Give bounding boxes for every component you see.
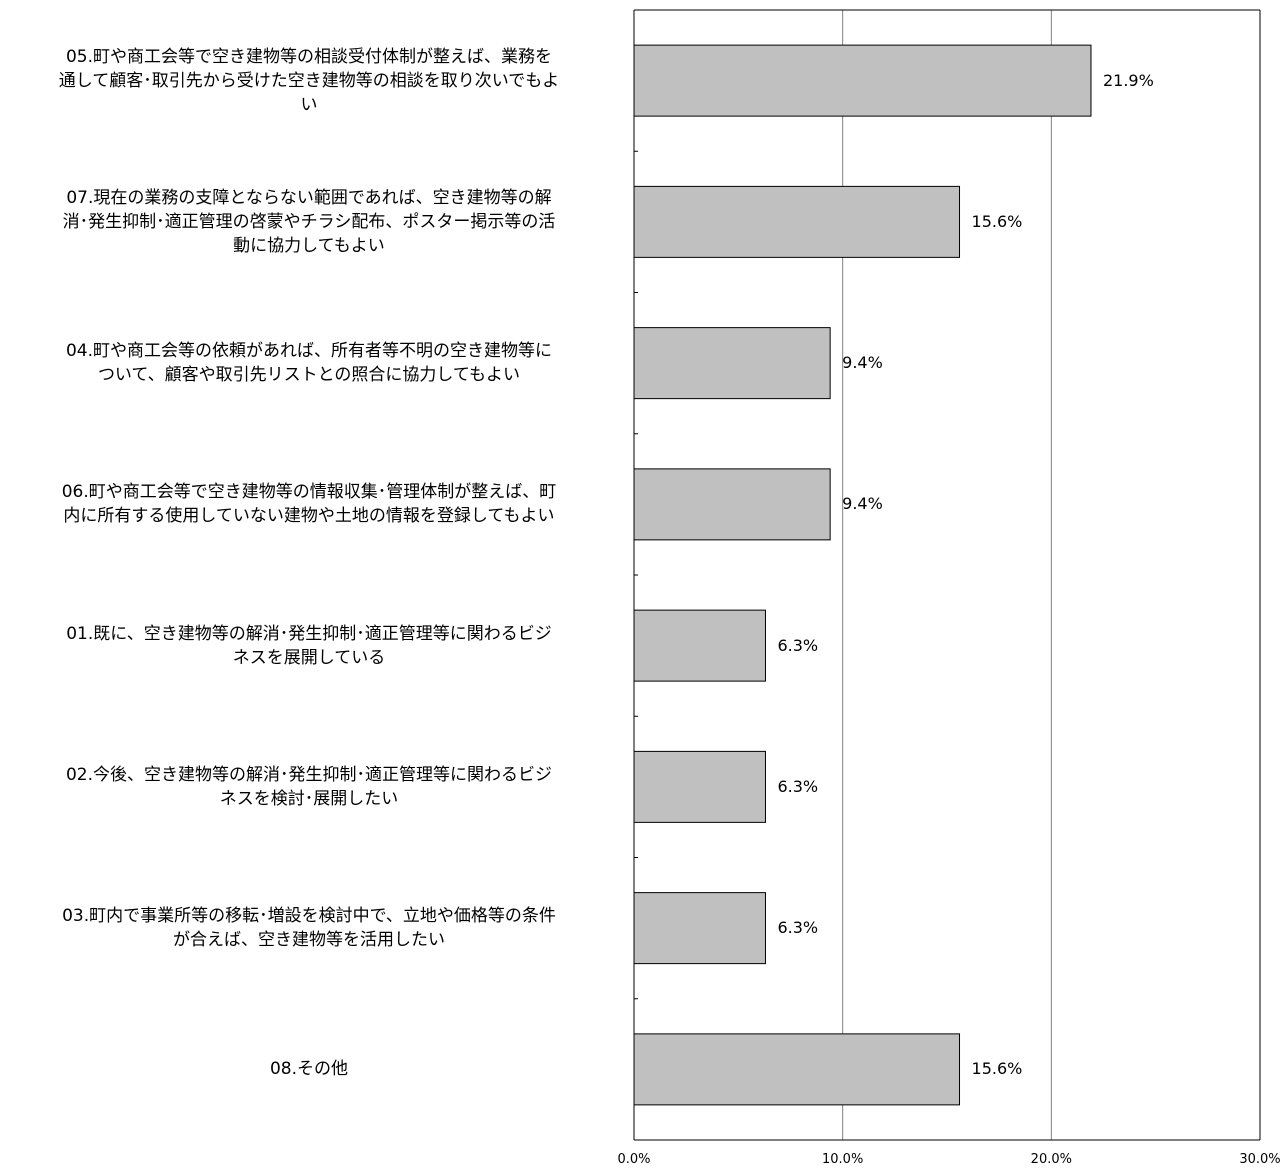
category-label-line: 05.町や商工会等で空き建物等の相談受付体制が整えば、業務を [65, 46, 553, 67]
category-label-line: 02.今後、空き建物等の解消･発生抑制･適正管理等に関わるビジ [65, 764, 553, 785]
category-label-line: 07.現在の業務の支障とならない範囲であれば、空き建物等の解 [66, 187, 552, 208]
data-label: 21.9% [1102, 70, 1154, 90]
axes [633, 9, 1261, 1141]
data-label: 6.3% [777, 918, 819, 938]
data-label: 9.4% [842, 494, 883, 514]
x-tick-label: 0.0% [617, 1152, 651, 1167]
x-tick-label: 10.0% [822, 1152, 864, 1167]
category-label-line: 03.町内で事業所等の移転･増設を検討中で、立地や価格等の条件 [62, 906, 556, 927]
x-tick-label: 30.0% [1239, 1152, 1281, 1167]
data-label: 15.6% [971, 211, 1023, 231]
data-label: 6.3% [777, 635, 819, 655]
category-label-line: い [300, 94, 318, 115]
category-label: 04.町や商工会等の依頼があれば、所有者等不明の空き建物等に ついて、顧客や取引先… [0, 339, 618, 387]
bar [633, 327, 831, 400]
category-label: 06.町や商工会等で空き建物等の情報収集･管理体制が整えば、町 内に所有する使用し… [0, 480, 618, 528]
category-label-line: ネスを展開している [232, 647, 386, 668]
bar [633, 892, 766, 965]
category-label: 05.町や商工会等で空き建物等の相談受付体制が整えば、業務を 通して顧客･取引先か… [0, 45, 618, 117]
category-label-line: 消･発生抑制･適正管理の啓蒙やチラシ配布、ポスター掲示等の活 [62, 211, 556, 232]
bar [633, 609, 766, 682]
gridlines [842, 10, 1261, 1140]
category-label-line: 通して顧客･取引先から受けた空き建物等の相談を取り次いでもよ [58, 70, 560, 91]
category-label: 02.今後、空き建物等の解消･発生抑制･適正管理等に関わるビジ ネスを検討･展開し… [0, 763, 618, 811]
x-tick-label: 20.0% [1030, 1152, 1072, 1167]
category-label: 08.その他 [0, 1057, 618, 1081]
category-label: 07.現在の業務の支障とならない範囲であれば、空き建物等の解 消･発生抑制･適正管… [0, 186, 618, 258]
bar [633, 185, 961, 258]
category-label-line: 01.既に、空き建物等の解消･発生抑制･適正管理等に関わるビジ [66, 623, 552, 644]
category-label-line: 動に協力してもよい [233, 235, 385, 256]
category-label-line: 06.町や商工会等で空き建物等の情報収集･管理体制が整えば、町 [61, 482, 557, 503]
bar [633, 468, 831, 541]
bar [633, 1033, 961, 1106]
category-label-line: 08.その他 [269, 1059, 349, 1080]
category-label-line: ついて、顧客や取引先リストとの照合に協力してもよい [97, 365, 521, 386]
category-label-line: が合えば、空き建物等を活用したい [173, 930, 445, 951]
category-label-line: 04.町や商工会等の依頼があれば、所有者等不明の空き建物等に [65, 341, 553, 362]
category-label: 03.町内で事業所等の移転･増設を検討中で、立地や価格等の条件 が合えば、空き建物… [0, 904, 618, 952]
data-label: 6.3% [777, 776, 819, 796]
data-label: 15.6% [971, 1059, 1023, 1079]
category-label: 01.既に、空き建物等の解消･発生抑制･適正管理等に関わるビジ ネスを展開している [0, 622, 618, 670]
bars [633, 44, 1092, 1106]
data-label: 9.4% [842, 353, 883, 373]
bar [633, 750, 766, 823]
bar [633, 44, 1092, 117]
category-label-line: ネスを検討･展開したい [219, 788, 399, 809]
category-label-line: 内に所有する使用していない建物や土地の情報を登録してもよい [63, 506, 555, 527]
